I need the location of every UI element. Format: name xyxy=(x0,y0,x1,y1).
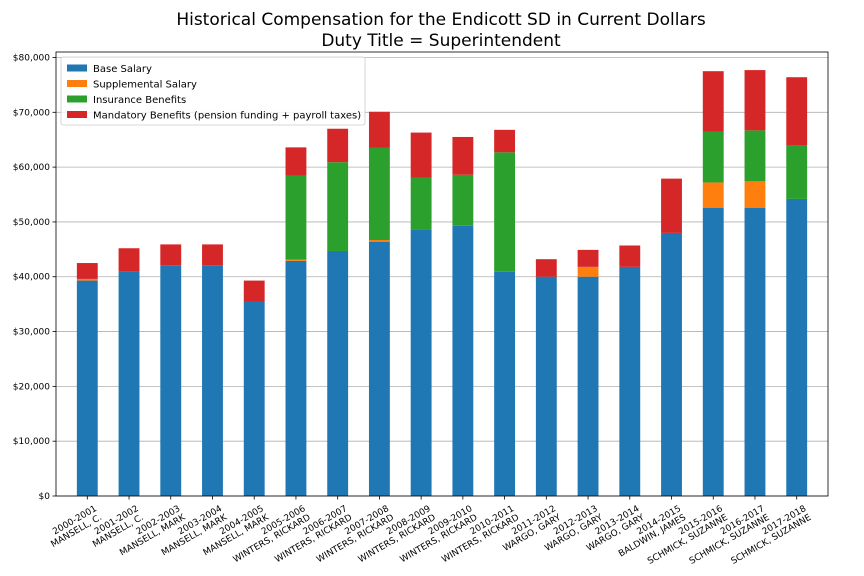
bar-segment-3 xyxy=(494,152,516,272)
chart-title: Historical Compensation for the Endicott… xyxy=(176,10,706,30)
bar-segment-1 xyxy=(285,260,307,496)
legend-swatch xyxy=(67,95,87,103)
bar-segment-2 xyxy=(577,266,599,277)
bar-segment-4 xyxy=(619,245,641,267)
bar-segment-3 xyxy=(702,131,724,183)
y-tick-label: $10,000 xyxy=(13,437,50,447)
bar-segment-4 xyxy=(494,129,516,153)
bar-segment-4 xyxy=(243,280,265,302)
legend-swatch xyxy=(67,64,87,72)
bar-segment-1 xyxy=(661,232,682,496)
y-tick-label: $50,000 xyxy=(13,218,50,228)
bar-segment-2 xyxy=(368,240,390,242)
bar-segment-1 xyxy=(702,207,724,496)
bar-segment-4 xyxy=(452,136,474,175)
y-tick-label: $70,000 xyxy=(13,108,50,118)
bar-segment-4 xyxy=(285,147,307,176)
bar-segment-1 xyxy=(410,229,432,496)
bar-segment-1 xyxy=(368,241,390,496)
bar-segment-2 xyxy=(744,181,766,208)
legend-swatch xyxy=(67,80,87,87)
y-tick-label: $30,000 xyxy=(13,328,50,338)
y-tick-label: $40,000 xyxy=(13,273,50,283)
chart-subtitle: Duty Title = Superintendent xyxy=(321,31,561,51)
bar-segment-4 xyxy=(535,259,557,277)
bar-segment-4 xyxy=(577,249,599,267)
bar-segment-1 xyxy=(243,301,265,496)
legend-label: Insurance Benefits xyxy=(93,95,186,106)
bar-segment-1 xyxy=(160,265,182,496)
bar-segment-1 xyxy=(577,276,599,496)
bar-segment-1 xyxy=(535,276,557,496)
legend-swatch xyxy=(67,111,87,118)
y-tick-label: $60,000 xyxy=(13,163,50,173)
bar-segment-1 xyxy=(744,207,766,496)
bar-segment-1 xyxy=(494,271,516,496)
y-tick-label: $0 xyxy=(39,492,51,502)
bar-segment-4 xyxy=(661,178,682,233)
bar-segment-1 xyxy=(619,266,641,496)
bar-segment-1 xyxy=(118,271,140,496)
bar-segment-3 xyxy=(327,162,349,251)
plot-frame xyxy=(55,51,829,497)
bar-segment-3 xyxy=(285,175,307,260)
bar-segment-2 xyxy=(702,182,724,208)
bar-segment-1 xyxy=(786,198,808,497)
bar-segment-1 xyxy=(202,265,223,496)
y-tick-label: $80,000 xyxy=(13,53,50,63)
legend-box xyxy=(60,56,366,126)
bar-segment-4 xyxy=(702,71,724,132)
bar-segment-4 xyxy=(76,263,98,279)
legend-label: Base Salary xyxy=(93,64,152,75)
bar-segment-3 xyxy=(410,177,432,230)
legend-label: Mandatory Benefits (pension funding + pa… xyxy=(93,111,361,122)
bar-segment-4 xyxy=(327,128,349,163)
bar-segment-4 xyxy=(368,111,390,148)
bar-segment-3 xyxy=(786,145,808,199)
bar-segment-1 xyxy=(327,250,349,496)
legend: Base Salary Supplemental Salary Insurance … xyxy=(60,56,366,126)
bar-segment-4 xyxy=(202,244,223,266)
bar-segment-1 xyxy=(76,280,98,496)
bar-segment-3 xyxy=(452,174,474,226)
bar-segment-2 xyxy=(285,259,307,261)
bar-segment-4 xyxy=(410,132,432,178)
bar-segment-2 xyxy=(76,278,98,281)
legend-label: Supplemental Salary xyxy=(93,80,197,91)
bars xyxy=(76,70,808,497)
bar-segment-4 xyxy=(744,70,766,131)
y-tick-label: $20,000 xyxy=(13,382,50,392)
bar-segment-4 xyxy=(118,248,140,272)
bar-segment-1 xyxy=(452,225,474,496)
bar-segment-3 xyxy=(368,147,390,241)
bar-segment-4 xyxy=(786,77,808,146)
y-axis: $0 $10,000 $20,000 $30,000 $40,000 $50,000 $60… xyxy=(13,53,56,502)
bar-segment-4 xyxy=(160,244,182,266)
bar-segment-3 xyxy=(744,130,766,182)
